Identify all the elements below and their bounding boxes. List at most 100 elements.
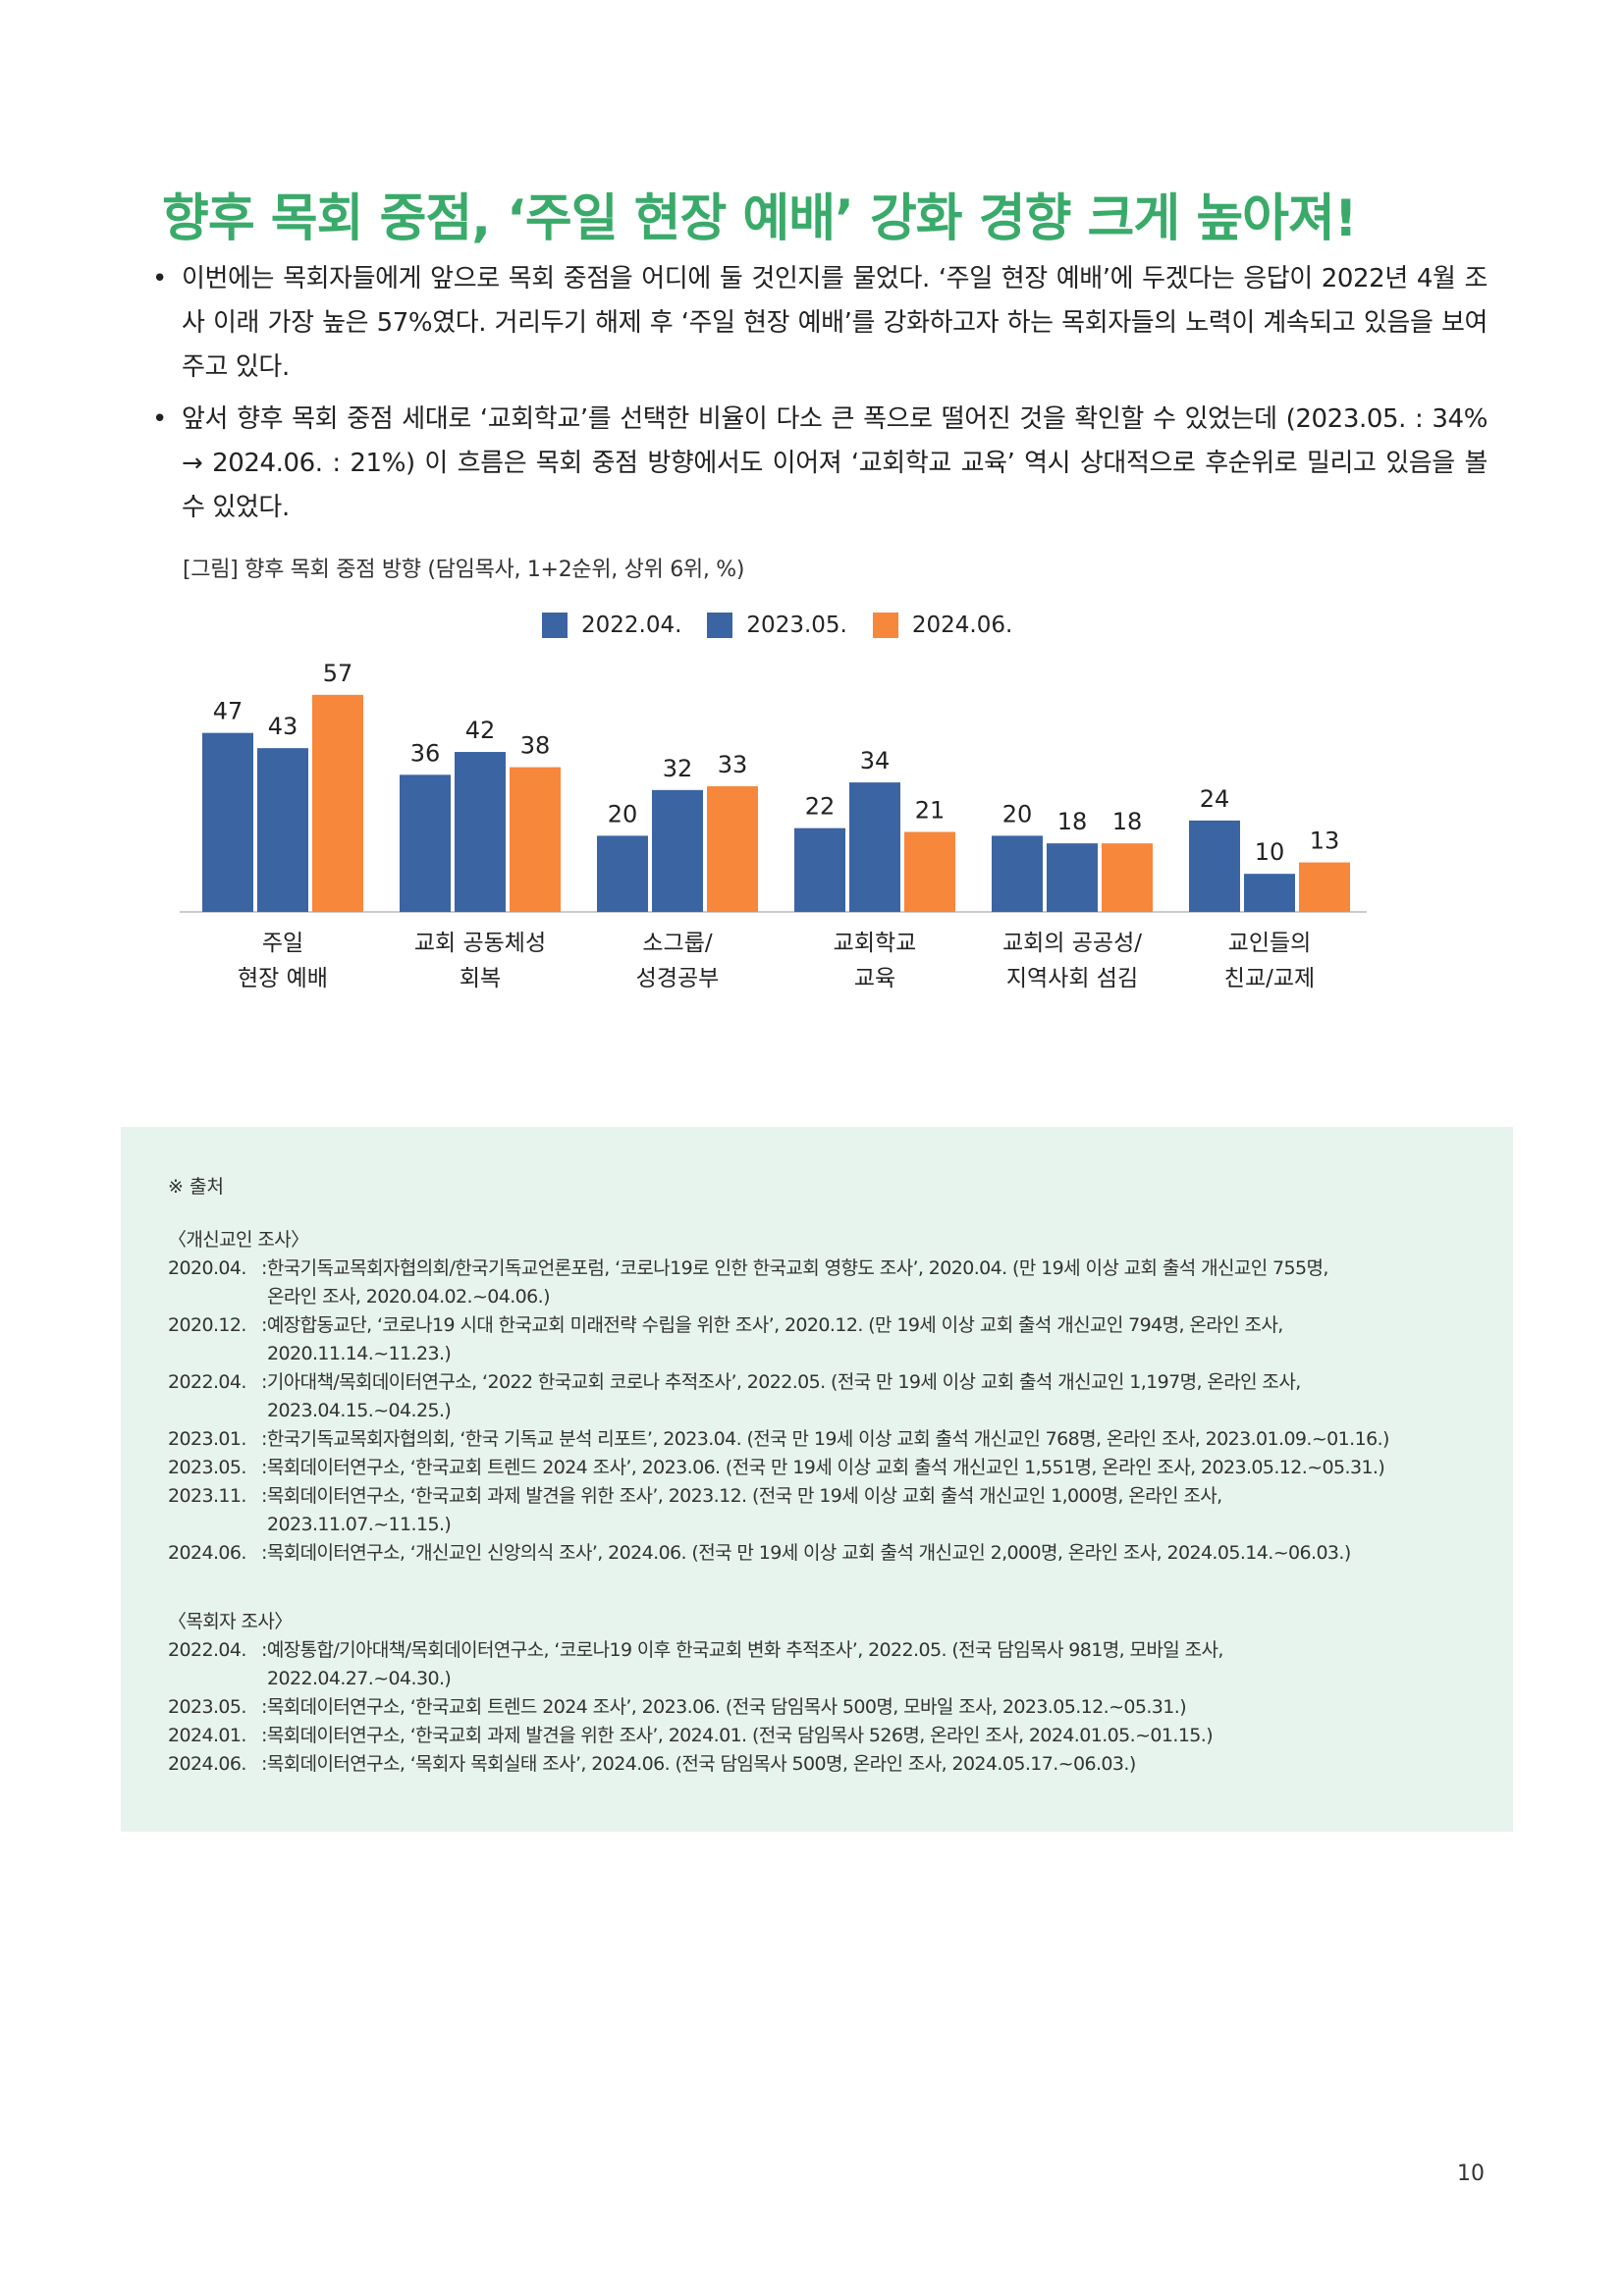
chart-bar [202,732,253,912]
source-date: 2024.01. [168,1725,246,1746]
chart-data-label: 20 [608,800,638,828]
chart-data-label: 18 [1112,808,1143,835]
chart-bar [312,694,363,912]
chart-category-label: 현장 예배 [238,966,328,991]
source-date: 2024.06. [168,1753,246,1775]
source-date: 2020.04. [168,1257,246,1279]
legend-label: 2023.05. [746,613,847,638]
bullet-item: • 이번에는 목회자들에게 앞으로 목회 중점을 어디에 둘 것인지를 물었다.… [152,257,1488,390]
chart-data-label: 43 [268,713,298,740]
chart-bar [455,752,506,912]
source-separator: : [261,1485,267,1507]
chart-category-label: 지역사회 섬김 [1006,966,1138,991]
source-text: 목회데이터연구소, ‘한국교회 과제 발견을 위한 조사’, 2024.01. … [266,1725,1214,1746]
chart-category-label: 교인들의 [1228,931,1312,956]
legend-swatch [542,613,568,638]
bullet-dot: • [152,404,168,434]
legend-label: 2022.04. [581,613,682,638]
legend-item: 2023.05. [707,613,847,638]
source-section: 〈목회자 조사〉 2022.04.: 예장통합/기아대책/목회데이터연구소, ‘코… [168,1608,1223,1779]
source-heading: ※ 출처 [168,1176,224,1198]
source-separator: : [261,1457,267,1478]
source-separator: : [261,1257,267,1279]
source-date: 2023.05. [168,1457,246,1478]
chart-category-label: 소그룹/ [642,931,712,956]
source-text-continued: 2022.04.27.~04.30.) [267,1668,452,1689]
chart-bar [597,835,648,912]
figure-caption: [그림] 향후 목회 중점 방향 (담임목사, 1+2순위, 상위 6위, %) [183,558,745,582]
source-date: 2022.04. [168,1639,246,1661]
source-text: 한국기독교목회자협의회, ‘한국 기독교 분석 리포트’, 2023.04. (… [266,1428,1390,1450]
chart-category-label: 교회 공동체성 [414,931,546,956]
source-section: 〈개신교인 조사〉 2020.04.: 한국기독교목회자협의회/한국기독교언론포럼… [168,1226,1389,1568]
source-text: 기아대책/목회데이터연구소, ‘2022 한국교회 코로나 추적조사’, 202… [266,1371,1301,1393]
chart-data-label: 38 [520,732,551,760]
source-date: 2023.11. [168,1485,246,1507]
chart-data-label: 36 [410,739,441,767]
source-separator: : [261,1428,267,1450]
chart-data-label: 10 [1255,838,1285,866]
chart-data-label: 42 [465,717,496,744]
source-row: 2024.06.: 목회데이터연구소, ‘개신교인 신앙의식 조사’, 2024… [168,1539,1389,1568]
chart-data-label: 21 [915,797,946,825]
bullet-text: 이번에는 목회자들에게 앞으로 목회 중점을 어디에 둘 것인지를 물었다. ‘… [182,264,1488,382]
chart-bar [849,782,900,912]
source-text-continued: 2023.04.15.~04.25.) [267,1400,452,1421]
chart-bar [1047,843,1098,912]
chart-bar [1189,820,1240,912]
chart-bar [904,831,955,912]
source-separator: : [261,1753,267,1775]
chart-data-label: 57 [323,660,353,687]
source-text-continued: 2023.11.07.~11.15.) [267,1514,452,1535]
source-date: 2022.04. [168,1371,246,1393]
chart-bar [794,828,845,912]
chart-data-label: 13 [1310,828,1340,855]
chart-bar [992,835,1043,912]
source-separator: : [261,1371,267,1393]
source-text-continued: 온라인 조사, 2020.04.02.~04.06.) [267,1286,551,1308]
source-separator: : [261,1725,267,1746]
legend-swatch [707,613,733,638]
chart-data-label: 20 [1002,800,1033,828]
legend-swatch [872,613,898,638]
chart-data-label: 24 [1200,785,1230,813]
page-title: 향후 목회 중점, ‘주일 현장 예배’ 강화 경향 크게 높아져! [162,189,1358,248]
source-row: 2024.06.: 목회데이터연구소, ‘목회자 목회실태 조사’, 2024.… [168,1750,1223,1779]
chart-category-label: 교육 [854,966,895,991]
source-text: 목회데이터연구소, ‘개신교인 신앙의식 조사’, 2024.06. (전국 만… [266,1542,1351,1564]
legend-label: 2024.06. [911,613,1013,638]
chart-category-label: 교회의 공공성/ [1002,931,1142,956]
chart-category-label: 성경공부 [636,966,720,991]
source-row: 2020.04.: 한국기독교목회자협의회/한국기독교언론포럼, ‘코로나19로… [168,1255,1389,1283]
chart-bar [652,789,703,912]
chart-bar [707,785,758,912]
source-date: 2023.01. [168,1428,246,1450]
source-date: 2023.05. [168,1696,246,1718]
source-text: 목회데이터연구소, ‘목회자 목회실태 조사’, 2024.06. (전국 담임… [266,1753,1136,1775]
source-section-title: 〈개신교인 조사〉 [168,1229,309,1251]
source-row: 2022.04.: 기아대책/목회데이터연구소, ‘2022 한국교회 코로나 … [168,1368,1389,1397]
chart-legend: 2022.04. 2023.05. 2024.06. [542,613,1038,638]
chart-data-label: 18 [1057,808,1088,835]
chart-bar [510,767,561,912]
bullet-list: • 이번에는 목회자들에게 앞으로 목회 중점을 어디에 둘 것인지를 물었다.… [152,257,1488,538]
chart-bar [1102,843,1153,912]
source-row: 2022.04.: 예장통합/기아대책/목회데이터연구소, ‘코로나19 이후 … [168,1636,1223,1665]
chart-data-label: 22 [805,793,836,821]
source-row: 2023.05.: 목회데이터연구소, ‘한국교회 트렌드 2024 조사’, … [168,1454,1389,1482]
source-section-title: 〈목회자 조사〉 [168,1611,293,1632]
chart-bar [1244,874,1295,912]
chart-data-label: 32 [663,755,693,782]
chart-category-label: 교회학교 [834,931,917,956]
chart-bar [400,774,451,912]
source-date: 2024.06. [168,1542,246,1564]
source-row: 2020.12.: 예장합동교단, ‘코로나19 시대 한국교회 미래전략 수립… [168,1311,1389,1340]
chart-category-label: 친교/교제 [1224,966,1315,991]
source-separator: : [261,1639,267,1661]
source-date: 2020.12. [168,1314,246,1336]
source-text: 목회데이터연구소, ‘한국교회 트렌드 2024 조사’, 2023.06. (… [266,1696,1187,1718]
source-separator: : [261,1542,267,1564]
page-number: 10 [1457,2162,1485,2186]
source-separator: : [261,1696,267,1718]
